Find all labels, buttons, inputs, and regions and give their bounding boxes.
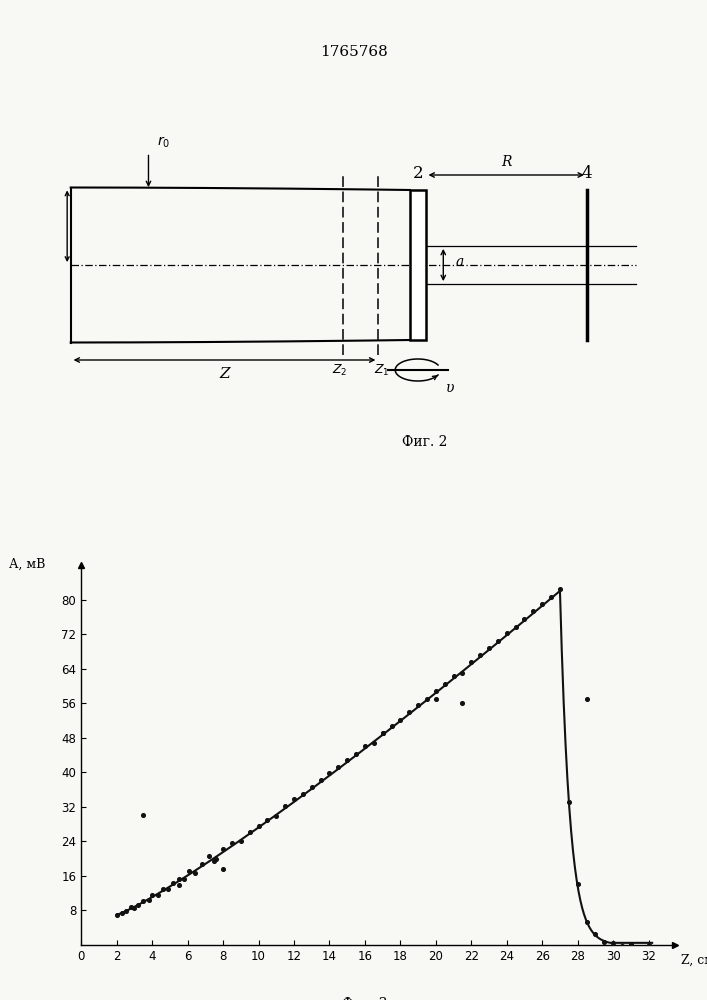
- Point: [138, 893, 149, 909]
- Y-axis label: А, мВ: А, мВ: [9, 557, 46, 570]
- Point: [163, 881, 174, 897]
- Text: Z, см: Z, см: [681, 954, 707, 967]
- Point: [607, 935, 619, 951]
- Point: [125, 899, 136, 915]
- Point: [554, 581, 566, 597]
- Point: [204, 848, 215, 864]
- Point: [120, 903, 132, 919]
- Text: Z: Z: [219, 367, 230, 381]
- Point: [235, 833, 247, 849]
- Point: [184, 863, 195, 879]
- Point: [129, 900, 140, 916]
- Point: [324, 765, 335, 781]
- Point: [377, 725, 388, 741]
- Point: [572, 876, 583, 892]
- Point: [617, 938, 628, 954]
- Point: [218, 841, 229, 857]
- Point: [386, 718, 397, 734]
- Point: [501, 625, 513, 641]
- Point: [271, 808, 282, 824]
- Point: [466, 654, 477, 670]
- Point: [537, 596, 548, 612]
- Point: [484, 640, 495, 656]
- Point: [189, 865, 200, 881]
- Point: [430, 683, 441, 699]
- Point: [111, 907, 122, 923]
- Point: [412, 697, 423, 713]
- Point: [209, 853, 220, 869]
- Point: [226, 835, 238, 851]
- Point: [625, 936, 636, 952]
- Point: [244, 824, 255, 840]
- Point: [117, 905, 128, 921]
- Point: [519, 611, 530, 627]
- Point: [253, 818, 264, 834]
- Point: [404, 704, 415, 720]
- Point: [173, 871, 185, 887]
- Point: [288, 791, 300, 807]
- Point: [510, 619, 521, 635]
- Point: [457, 665, 468, 681]
- Point: [590, 926, 601, 942]
- Text: Фиг. 2: Фиг. 2: [402, 435, 447, 449]
- Point: [439, 676, 450, 692]
- Point: [143, 892, 154, 908]
- Point: [359, 738, 370, 754]
- Point: [168, 875, 179, 891]
- Point: [333, 759, 344, 775]
- Point: [492, 633, 503, 649]
- Point: [211, 851, 222, 867]
- Text: $Z_2$: $Z_2$: [332, 362, 347, 378]
- Point: [315, 772, 327, 788]
- Text: $Z_1$: $Z_1$: [374, 362, 390, 378]
- Point: [448, 668, 460, 684]
- Point: [457, 695, 468, 711]
- Point: [377, 725, 388, 741]
- Text: R: R: [501, 155, 511, 169]
- Point: [643, 937, 654, 953]
- Point: [132, 897, 144, 913]
- Bar: [410, 190, 426, 340]
- Point: [178, 871, 189, 887]
- Point: [341, 752, 353, 768]
- Point: [279, 798, 291, 814]
- Point: [599, 934, 610, 950]
- Text: 2: 2: [412, 165, 423, 182]
- Text: υ: υ: [446, 381, 455, 395]
- Point: [395, 712, 406, 728]
- Point: [581, 691, 592, 707]
- Text: 4: 4: [581, 165, 592, 182]
- Text: Фиг. 3: Фиг. 3: [342, 997, 387, 1000]
- Point: [157, 881, 168, 897]
- Point: [563, 794, 575, 810]
- Point: [146, 887, 158, 903]
- Point: [297, 786, 308, 802]
- Point: [581, 914, 592, 930]
- Point: [197, 856, 208, 872]
- Point: [527, 603, 539, 619]
- Point: [474, 647, 486, 663]
- Point: [368, 735, 380, 751]
- Text: $r_0$: $r_0$: [157, 135, 170, 150]
- Point: [545, 589, 556, 605]
- Point: [262, 812, 273, 828]
- Text: 1765768: 1765768: [320, 45, 387, 59]
- Point: [306, 779, 317, 795]
- Point: [351, 746, 362, 762]
- Point: [430, 691, 441, 707]
- Point: [218, 861, 229, 877]
- Point: [152, 887, 163, 903]
- Point: [138, 807, 149, 823]
- Point: [421, 691, 433, 707]
- Text: a: a: [456, 255, 464, 269]
- Point: [173, 877, 185, 893]
